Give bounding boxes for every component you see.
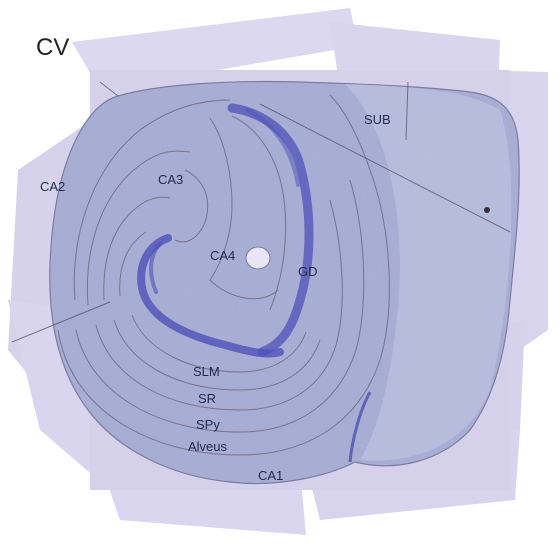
region-label-gd: GD xyxy=(298,264,318,279)
layer-boundaries xyxy=(57,94,390,456)
tile-seams xyxy=(11,81,511,343)
region-label-spy: SPy xyxy=(196,417,220,432)
region-label-ca4: CA4 xyxy=(210,248,236,263)
cell-layer xyxy=(137,103,314,358)
tissue-section xyxy=(11,80,520,485)
region-label-sr: SR xyxy=(198,391,217,406)
region-label-sub: SUB xyxy=(364,112,391,127)
region-label-ca1: CA1 xyxy=(258,468,284,483)
panel-label: CV xyxy=(36,34,70,61)
region-label-alveus: Alveus xyxy=(188,439,228,454)
vessel xyxy=(245,246,271,270)
region-label-slm: SLM xyxy=(193,364,220,379)
region-label-ca2: CA2 xyxy=(40,179,66,194)
region-label-ca3: CA3 xyxy=(158,172,184,187)
